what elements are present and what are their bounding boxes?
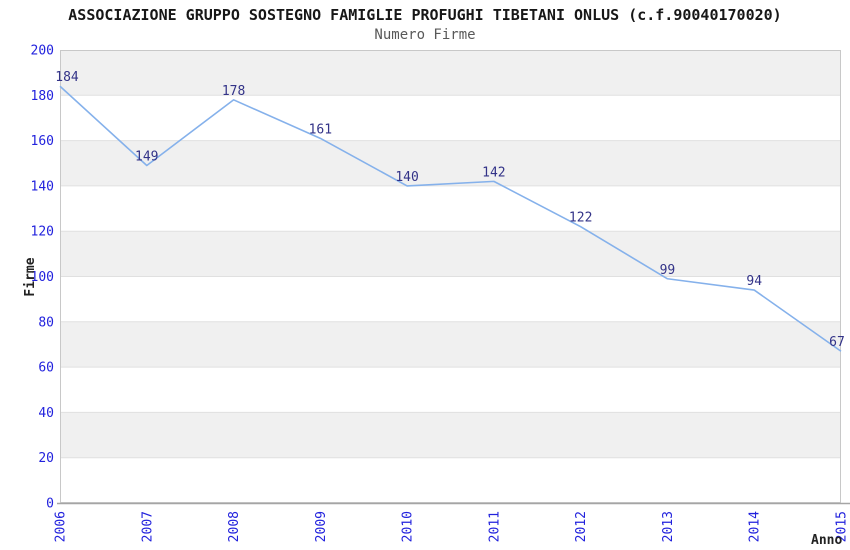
plot-band (60, 50, 841, 96)
x-tick-label: 2012 (574, 511, 589, 542)
plot-band (60, 412, 841, 458)
x-axis-title: Anno (811, 533, 843, 548)
plot-band (60, 231, 841, 277)
plot-band (60, 367, 841, 413)
data-label: 149 (135, 150, 158, 165)
plot-band (60, 95, 841, 141)
y-tick-label: 40 (38, 406, 54, 421)
data-label: 94 (746, 274, 762, 289)
x-tick-label: 2014 (748, 511, 763, 542)
y-tick-label: 60 (38, 361, 54, 376)
x-tick-label: 2013 (661, 511, 676, 542)
data-label: 122 (569, 211, 592, 226)
plot-border (60, 50, 841, 503)
x-tick-label: 2008 (227, 511, 242, 542)
y-tick-label: 100 (31, 270, 54, 285)
x-tick-label: 2007 (140, 511, 155, 542)
y-tick-label: 20 (38, 451, 54, 466)
chart-title: ASSOCIAZIONE GRUPPO SOSTEGNO FAMIGLIE PR… (68, 6, 782, 24)
x-tick-label: 2006 (54, 511, 69, 542)
y-tick-label: 180 (31, 89, 54, 104)
y-tick-label: 120 (31, 225, 54, 240)
data-label: 99 (660, 263, 676, 278)
y-tick-label: 160 (31, 134, 54, 149)
data-label: 184 (55, 70, 79, 85)
series-line (59, 85, 842, 352)
plot-band (60, 185, 841, 232)
data-label: 140 (395, 170, 418, 185)
x-tick-label: 2009 (314, 511, 329, 542)
y-tick-label: 200 (31, 44, 54, 59)
data-label: 178 (222, 84, 245, 99)
data-label: 142 (482, 165, 505, 180)
data-label: 161 (309, 122, 332, 137)
y-tick-label: 80 (38, 315, 54, 330)
y-tick-label: 0 (46, 497, 54, 512)
chart-subtitle: Numero Firme (374, 27, 476, 43)
plot-band (60, 321, 841, 368)
plot-band (60, 457, 841, 503)
plot-band (60, 140, 841, 186)
plot-band (60, 276, 841, 322)
y-axis-title: Firme (23, 257, 38, 297)
x-tick-label: 2015 (835, 511, 850, 542)
x-tick-label: 2011 (487, 511, 502, 542)
y-tick-label: 140 (31, 179, 54, 194)
x-tick-label: 2010 (401, 511, 416, 542)
data-label: 67 (829, 335, 845, 350)
